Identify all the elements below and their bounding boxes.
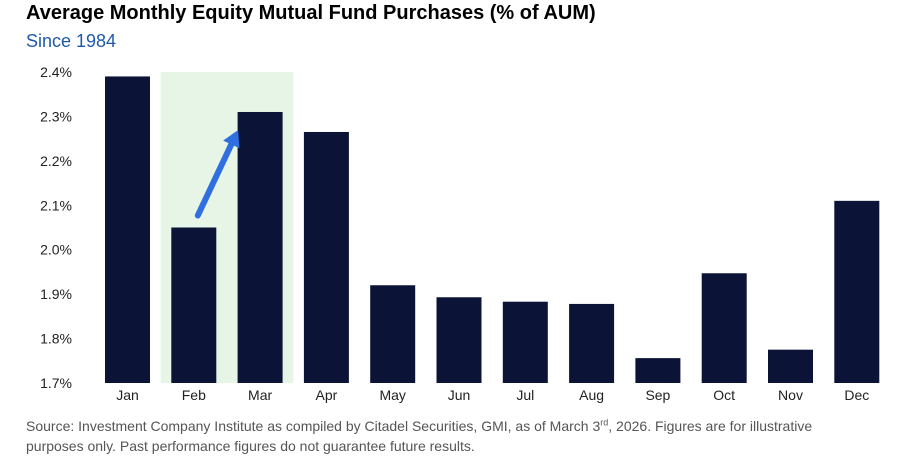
x-tick-label: Mar: [248, 387, 272, 403]
bar-may: [370, 285, 416, 383]
bar-jan: [105, 76, 150, 383]
x-tick-label: Apr: [316, 387, 338, 403]
bar-chart: 2.4% 2.3% 2.2% 2.1% 2.0% 1.9% 1.8% 1.7% Jan Feb M…: [40, 64, 880, 403]
bar-nov: [768, 349, 813, 383]
source-line2: purposes only. Past performance figures …: [26, 438, 475, 454]
bar-jun: [436, 297, 482, 383]
y-tick-label: 2.4%: [40, 64, 72, 80]
bar-apr: [303, 131, 349, 383]
x-tick-label: Feb: [182, 387, 206, 403]
chart-title: Average Monthly Equity Mutual Fund Purch…: [26, 2, 596, 24]
x-tick-label: Sep: [645, 387, 670, 403]
x-tick-label: Aug: [579, 387, 604, 403]
x-tick-label: Dec: [844, 387, 869, 403]
x-tick-label: Nov: [778, 387, 803, 403]
x-tick-label: May: [379, 387, 405, 403]
y-tick-label: 1.8%: [40, 331, 72, 347]
bar-oct: [701, 273, 747, 383]
source-note: Source: Investment Company Institute as …: [26, 416, 920, 456]
source-line1: Source: Investment Company Institute as …: [26, 417, 813, 434]
y-axis: 2.4% 2.3% 2.2% 2.1% 2.0% 1.9% 1.8% 1.7%: [40, 64, 72, 391]
x-tick-label: Jun: [448, 387, 471, 403]
y-tick-label: 2.2%: [40, 153, 72, 169]
arrow-head: [223, 129, 240, 149]
x-tick-label: Oct: [713, 387, 735, 403]
bar-dec: [834, 200, 880, 383]
arrow-shaft: [194, 141, 235, 219]
chart-subtitle: Since 1984: [26, 31, 117, 51]
y-tick-label: 2.1%: [40, 197, 72, 213]
bar-aug: [569, 303, 615, 383]
x-axis: Jan Feb Mar Apr May Jun Jul Aug Sep Oct Nov Dec: [116, 387, 869, 403]
y-tick-label: 2.3%: [40, 108, 72, 124]
x-tick-label: Jul: [516, 387, 534, 403]
bar-feb: [171, 227, 217, 383]
x-tick-label: Jan: [116, 387, 139, 403]
y-tick-label: 2.0%: [40, 242, 72, 258]
y-tick-label: 1.9%: [40, 286, 72, 302]
y-tick-label: 1.7%: [40, 375, 72, 391]
trend-arrow: [194, 129, 240, 219]
bar-mar: [237, 111, 283, 383]
bar-sep: [635, 358, 681, 383]
bars-group: [105, 76, 880, 383]
bar-jul: [502, 301, 548, 383]
